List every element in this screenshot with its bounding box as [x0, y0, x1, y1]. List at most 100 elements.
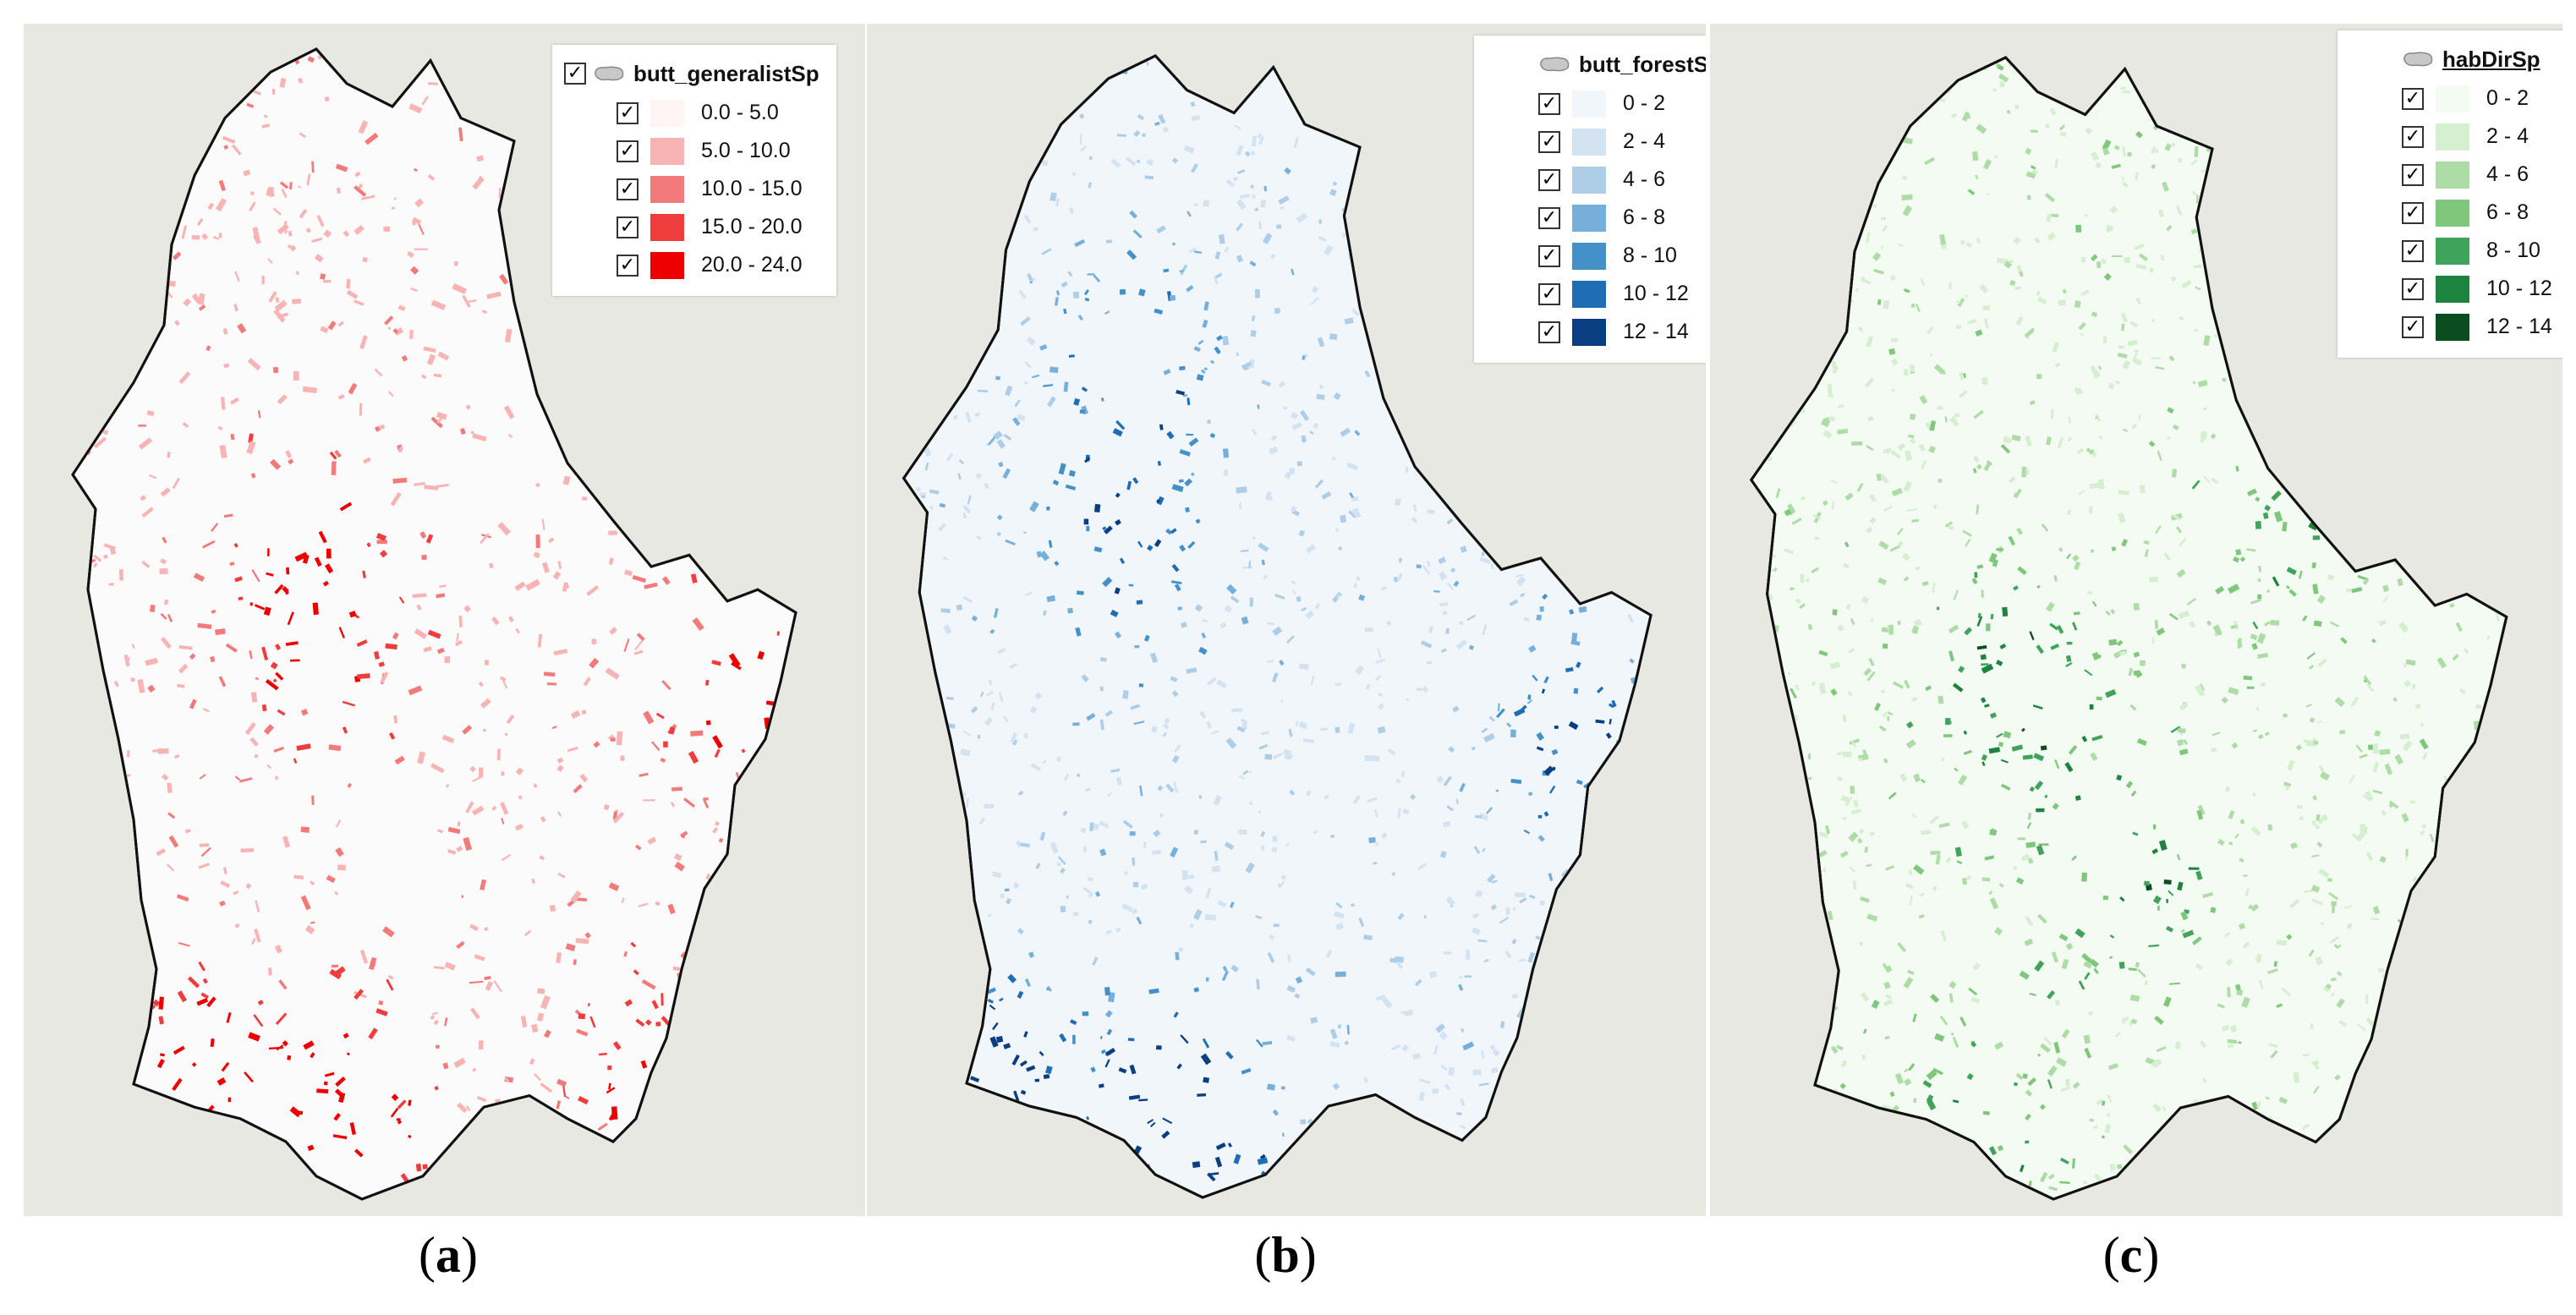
raster-cell: [1967, 1160, 1973, 1166]
legend-class-checkbox[interactable]: ✓: [1538, 206, 1560, 229]
raster-cell: [316, 1088, 329, 1094]
legend-class-checkbox[interactable]: ✓: [1538, 130, 1560, 153]
raster-cell: [1951, 112, 1957, 118]
legend-class-label: 20.0 - 24.0: [701, 253, 803, 277]
raster-cell: [2482, 930, 2491, 937]
legend-class-checkbox[interactable]: ✓: [1538, 244, 1560, 267]
raster-cell: [1526, 370, 1536, 377]
raster-cell: [1079, 409, 1086, 414]
legend-layer-checkbox-a[interactable]: ✓: [564, 63, 586, 85]
legend-swatch: [650, 213, 684, 241]
raster-cell: [573, 959, 577, 966]
raster-cell: [2511, 914, 2517, 923]
legend-class-checkbox[interactable]: ✓: [617, 178, 639, 200]
raster-cell: [2359, 823, 2368, 836]
raster-cell: [1240, 193, 1250, 200]
raster-cell: [1780, 413, 1784, 419]
raster-cell: [1532, 464, 1537, 473]
raster-cell: [2244, 888, 2250, 897]
raster-cell: [1593, 485, 1601, 491]
raster-cell: [1046, 507, 1050, 511]
raster-cell: [1800, 496, 1806, 501]
raster-cell: [1603, 516, 1610, 523]
legend-class-checkbox[interactable]: ✓: [2402, 87, 2424, 110]
map-panel-b[interactable]: butt_forestSp ✓0 - 2✓2 - 4✓4 - 6✓6 - 8✓8…: [867, 24, 1706, 1216]
raster-cell: [2280, 1186, 2288, 1192]
raster-cell: [1953, 589, 1959, 601]
raster-cell: [2270, 350, 2275, 354]
raster-cell: [2257, 594, 2262, 600]
legend-class-checkbox[interactable]: ✓: [1538, 92, 1560, 115]
legend-class-checkbox[interactable]: ✓: [2402, 315, 2424, 338]
raster-cell: [1961, 111, 1970, 122]
legend-class-checkbox[interactable]: ✓: [2402, 239, 2424, 262]
raster-cell: [311, 795, 315, 805]
raster-cell: [1590, 1142, 1600, 1152]
raster-cell: [1754, 978, 1761, 984]
raster-cell: [1462, 1041, 1475, 1051]
legend-class-checkbox[interactable]: ✓: [617, 254, 639, 277]
raster-cell: [1052, 479, 1060, 486]
raster-cell: [89, 1173, 94, 1184]
raster-cell: [2013, 492, 2019, 498]
raster-cell: [1478, 1082, 1489, 1087]
raster-cell: [903, 623, 908, 629]
raster-cell: [1751, 935, 1752, 942]
raster-cell: [1128, 1094, 1141, 1100]
raster-cell: [1375, 842, 1379, 847]
raster-cell: [146, 409, 155, 417]
raster-cell: [1798, 929, 1808, 936]
raster-cell: [1110, 609, 1119, 617]
raster-cell: [1773, 295, 1780, 300]
raster-cell: [2361, 1107, 2370, 1115]
raster-cell: [523, 1161, 529, 1167]
raster-cell: [531, 1023, 539, 1033]
raster-cell: [1209, 1172, 1219, 1176]
map-canvas-a[interactable]: [24, 24, 865, 1216]
raster-cell: [1977, 612, 1981, 618]
raster-cell: [2074, 561, 2081, 571]
raster-cell: [1094, 890, 1101, 897]
raster-cell: [1729, 409, 1736, 416]
raster-cell: [2152, 1103, 2162, 1113]
legend-class-checkbox[interactable]: ✓: [2402, 163, 2424, 186]
raster-cell: [2316, 421, 2322, 428]
map-canvas-c[interactable]: [1710, 24, 2562, 1216]
legend-class-checkbox[interactable]: ✓: [2402, 201, 2424, 224]
legend-class-checkbox[interactable]: ✓: [617, 216, 639, 238]
raster-cell: [1499, 1021, 1505, 1028]
raster-cell: [299, 132, 306, 139]
raster-cell: [2175, 68, 2180, 74]
raster-cell: [2475, 804, 2484, 811]
legend-class-label: 10 - 12: [1623, 282, 1689, 305]
raster-cell: [1930, 994, 1940, 1003]
legend-class-checkbox[interactable]: ✓: [617, 140, 639, 162]
raster-cell: [2212, 731, 2221, 737]
map-panel-a[interactable]: ✓ butt_generalistSp ✓ 0.0 - 5.0 ✓ 5.0 - 10.…: [24, 24, 865, 1216]
raster-cell: [991, 1157, 1002, 1161]
raster-cell: [2379, 420, 2389, 429]
raster-cell: [141, 127, 147, 133]
raster-cell: [714, 422, 722, 431]
legend-class-checkbox[interactable]: ✓: [2402, 125, 2424, 148]
raster-cell: [2369, 537, 2378, 547]
legend-class-checkbox[interactable]: ✓: [1538, 168, 1560, 191]
raster-cell: [1779, 1195, 1790, 1199]
legend-class-checkbox[interactable]: ✓: [1538, 321, 1560, 343]
legend-class-checkbox[interactable]: ✓: [2402, 277, 2424, 300]
raster-cell: [1505, 423, 1513, 429]
raster-cell: [2363, 675, 2372, 686]
raster-cell: [1959, 390, 1968, 398]
raster-cell: [980, 691, 984, 698]
raster-cell: [312, 602, 319, 616]
raster-cell: [1088, 182, 1092, 189]
legend-class-checkbox[interactable]: ✓: [1538, 282, 1560, 305]
map-panel-c[interactable]: habDirSp ✓ 0 - 2 ✓ 2 - 4 ✓ 4 - 6 ✓ 6 - 8 ✓ 8 - 10…: [1710, 24, 2562, 1216]
raster-cell: [139, 327, 145, 339]
raster-cell: [2447, 1173, 2453, 1180]
raster-cell: [905, 335, 911, 342]
raster-cell: [1885, 865, 1895, 871]
raster-cell: [414, 167, 418, 173]
raster-cell: [565, 943, 576, 951]
legend-class-checkbox[interactable]: ✓: [617, 101, 639, 124]
